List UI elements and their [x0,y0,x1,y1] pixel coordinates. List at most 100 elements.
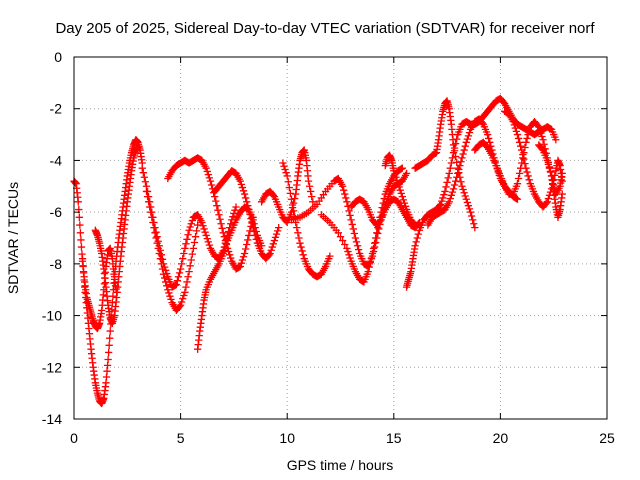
data-point [80,276,88,284]
sat-track-13 [347,195,424,232]
data-point [182,240,190,248]
data-point [206,177,215,185]
data-point [204,238,212,246]
data-point [224,247,233,256]
data-point [345,207,353,215]
data-point [294,229,302,237]
data-point [399,196,408,204]
data-point [219,249,227,258]
data-point [440,191,448,199]
data-point [537,129,545,137]
data-point [160,274,169,282]
data-point [138,164,146,172]
data-point [462,138,470,146]
data-point [251,231,259,240]
data-point [469,216,477,224]
data-point [178,298,186,306]
x-tick-label: 20 [493,430,509,446]
data-point [326,252,334,260]
data-point [450,147,459,155]
data-point [394,180,402,188]
data-point [414,230,422,238]
data-point [175,302,184,311]
data-point [267,246,275,254]
data-point [463,198,472,207]
data-point [106,334,114,342]
data-point [485,134,493,143]
data-point [77,243,86,251]
data-point [391,170,399,178]
data-point [192,227,201,235]
data-point [367,254,376,262]
data-point [450,181,459,189]
data-point [237,259,246,267]
data-point [280,162,288,170]
data-point [398,192,406,201]
data-point [466,208,475,216]
data-point [517,142,525,150]
data-point [200,225,208,233]
y-tick-label: -8 [50,256,63,272]
data-point [397,189,405,198]
data-point [184,231,192,239]
data-point [187,220,195,228]
data-point [203,234,211,243]
data-point [478,119,486,127]
data-point [198,218,206,227]
data-point [351,234,360,242]
data-point [375,225,383,233]
data-point [442,183,450,191]
data-point [438,197,446,205]
data-point [158,265,167,273]
data-point [270,236,279,245]
data-point [186,262,194,270]
data-point [174,273,183,281]
chart-title: Day 205 of 2025, Sidereal Day-to-day VTE… [55,20,595,37]
data-point [240,190,249,198]
sat-track-16 [411,97,479,232]
data-point [106,327,114,335]
data-point [75,213,83,221]
data-point [203,167,211,176]
data-point [250,227,258,236]
data-point [524,130,532,139]
data-point [544,160,553,168]
data-point [543,156,551,165]
data-point [402,169,411,178]
data-point [77,236,85,244]
data-point [227,254,235,262]
data-point [398,164,406,172]
data-point [153,233,161,241]
data-point [162,278,170,286]
data-point [341,190,349,198]
y-axis-ticks: 0 -2 -4 -6 -8 -10 -12 -14 [42,49,607,427]
data-point [190,238,199,247]
sat-track-3 [91,143,142,327]
data-point [365,263,373,271]
data-point [515,138,524,146]
data-point [180,249,188,258]
data-point [513,180,522,188]
data-point [370,239,379,247]
data-point [369,244,378,252]
data-point [287,195,296,203]
data-point [271,233,280,242]
data-point [239,253,248,261]
sat-track-19 [501,107,566,211]
data-point [523,134,531,143]
data-point [79,269,88,277]
data-point [446,194,454,203]
data-point [237,180,246,188]
data-point [558,177,566,185]
data-points [70,94,566,408]
data-point [215,211,223,219]
data-point [244,202,252,210]
x-tick-label: 5 [177,430,185,446]
data-point [202,231,210,240]
data-point [104,348,113,357]
sat-track-20 [535,141,566,221]
data-point [338,236,347,245]
data-point [464,202,473,210]
grid-lines [74,57,607,419]
